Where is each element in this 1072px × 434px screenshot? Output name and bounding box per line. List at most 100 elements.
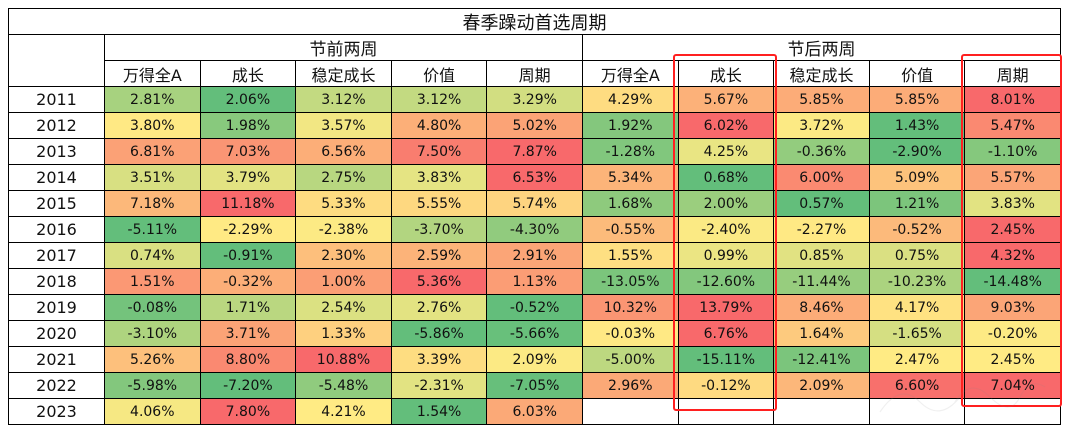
value-cell: -0.91% xyxy=(199,242,297,269)
value-cell: 3.72% xyxy=(773,112,870,139)
value-cell: 2.09% xyxy=(486,346,583,373)
table-title: 春季躁动首选周期 xyxy=(8,8,1061,35)
value-cell: 7.04% xyxy=(964,372,1061,399)
value-cell: 3.57% xyxy=(295,112,392,139)
value-cell: -4.30% xyxy=(486,216,583,243)
value-cell: 1.13% xyxy=(486,268,583,295)
value-cell: 6.03% xyxy=(486,398,583,425)
year-header-cell xyxy=(8,34,105,87)
value-cell: 2.81% xyxy=(104,86,201,113)
value-cell: 3.71% xyxy=(199,320,297,347)
value-cell: -0.12% xyxy=(677,372,775,399)
value-cell: -5.48% xyxy=(295,372,392,399)
value-cell: 6.53% xyxy=(486,164,583,191)
value-cell xyxy=(773,398,870,425)
value-cell: 1.43% xyxy=(868,112,966,139)
value-cell: 10.32% xyxy=(582,294,679,321)
value-cell: 9.03% xyxy=(964,294,1061,321)
year-label: 2021 xyxy=(8,346,105,373)
value-cell: 2.30% xyxy=(295,242,392,269)
value-cell: -10.23% xyxy=(868,268,966,295)
value-cell: -12.60% xyxy=(677,268,775,295)
value-cell: -7.05% xyxy=(486,372,583,399)
year-label: 2017 xyxy=(8,242,105,269)
value-cell: 8.80% xyxy=(199,346,297,373)
returns-table: 春季躁动首选周期 节前两周 节后两周 万得全A 成长 稳定成长 价值 周期 万得全A 成长 稳定成长… xyxy=(8,8,1061,428)
year-label: 2019 xyxy=(8,294,105,321)
value-cell: 1.64% xyxy=(773,320,870,347)
value-cell: 2.91% xyxy=(486,242,583,269)
value-cell: -2.31% xyxy=(390,372,488,399)
value-cell: 5.34% xyxy=(582,164,679,191)
value-cell: -0.32% xyxy=(199,268,297,295)
value-cell: 0.68% xyxy=(677,164,775,191)
value-cell xyxy=(964,398,1061,425)
value-cell: 3.51% xyxy=(104,164,201,191)
value-cell: 3.80% xyxy=(104,112,201,139)
post-style-header: 周期 xyxy=(964,60,1061,87)
value-cell: -5.66% xyxy=(486,320,583,347)
value-cell: 1.71% xyxy=(199,294,297,321)
value-cell: 3.83% xyxy=(390,164,488,191)
value-cell: 5.67% xyxy=(677,86,775,113)
value-cell: 0.85% xyxy=(773,242,870,269)
value-cell: -0.55% xyxy=(582,216,679,243)
value-cell: 1.51% xyxy=(104,268,201,295)
value-cell: 1.54% xyxy=(390,398,488,425)
value-cell: -3.10% xyxy=(104,320,201,347)
value-cell: -2.90% xyxy=(868,138,966,165)
year-label: 2014 xyxy=(8,164,105,191)
value-cell: 2.59% xyxy=(390,242,488,269)
value-cell: -1.65% xyxy=(868,320,966,347)
value-cell: -0.52% xyxy=(486,294,583,321)
pre-style-header: 周期 xyxy=(486,60,583,87)
value-cell: 4.17% xyxy=(868,294,966,321)
year-label: 2022 xyxy=(8,372,105,399)
pre-style-header: 万得全A xyxy=(104,60,201,87)
value-cell: 5.57% xyxy=(964,164,1061,191)
value-cell: 3.79% xyxy=(199,164,297,191)
value-cell: 4.29% xyxy=(582,86,679,113)
value-cell: -14.48% xyxy=(964,268,1061,295)
value-cell: 4.32% xyxy=(964,242,1061,269)
value-cell: -11.44% xyxy=(773,268,870,295)
value-cell: -0.03% xyxy=(582,320,679,347)
value-cell: -13.05% xyxy=(582,268,679,295)
value-cell: -2.29% xyxy=(199,216,297,243)
value-cell: -0.52% xyxy=(868,216,966,243)
year-label: 2018 xyxy=(8,268,105,295)
value-cell: -3.70% xyxy=(390,216,488,243)
value-cell: 7.80% xyxy=(199,398,297,425)
value-cell: -2.38% xyxy=(295,216,392,243)
value-cell: 0.57% xyxy=(773,190,870,217)
value-cell: 2.96% xyxy=(582,372,679,399)
value-cell: -0.36% xyxy=(773,138,870,165)
value-cell: 6.76% xyxy=(677,320,775,347)
value-cell: 5.02% xyxy=(486,112,583,139)
value-cell: 3.29% xyxy=(486,86,583,113)
pre-style-header: 价值 xyxy=(390,60,488,87)
year-label: 2020 xyxy=(8,320,105,347)
value-cell: -5.86% xyxy=(390,320,488,347)
value-cell: 2.06% xyxy=(199,86,297,113)
value-cell: 7.03% xyxy=(199,138,297,165)
value-cell: 5.26% xyxy=(104,346,201,373)
year-label: 2016 xyxy=(8,216,105,243)
value-cell: -5.00% xyxy=(582,346,679,373)
value-cell: 2.09% xyxy=(773,372,870,399)
year-label: 2012 xyxy=(8,112,105,139)
value-cell: 3.83% xyxy=(964,190,1061,217)
value-cell xyxy=(582,398,679,425)
value-cell: 5.55% xyxy=(390,190,488,217)
value-cell: -15.11% xyxy=(677,346,775,373)
post-style-header: 成长 xyxy=(677,60,775,87)
value-cell: 2.54% xyxy=(295,294,392,321)
value-cell: -1.10% xyxy=(964,138,1061,165)
value-cell: 4.06% xyxy=(104,398,201,425)
value-cell: 4.80% xyxy=(390,112,488,139)
value-cell: 6.00% xyxy=(773,164,870,191)
value-cell: -0.08% xyxy=(104,294,201,321)
value-cell: 2.76% xyxy=(390,294,488,321)
value-cell: 3.39% xyxy=(390,346,488,373)
value-cell: 5.47% xyxy=(964,112,1061,139)
